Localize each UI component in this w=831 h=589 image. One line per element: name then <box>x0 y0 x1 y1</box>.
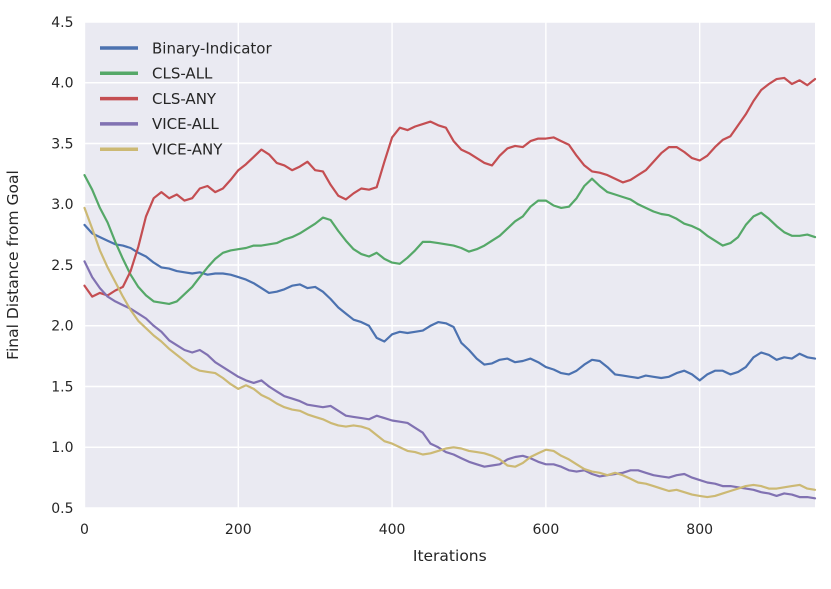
legend-label-cls-any: CLS-ANY <box>152 90 217 108</box>
y-tick-label: 2.5 <box>51 258 73 274</box>
y-tick-label: 4.5 <box>51 15 73 31</box>
legend-entry-binary-indicator: Binary-Indicator <box>100 39 272 57</box>
y-tick-label: 0.5 <box>51 501 73 517</box>
y-tick-label: 3.0 <box>51 197 73 213</box>
legend: Binary-Indicator CLS-ALL CLS-ANY VICE-ALL VI… <box>100 39 272 158</box>
x-tick-label: 0 <box>80 522 89 538</box>
series-line-cls-any <box>83 76 817 298</box>
x-tick-labels: 0 200 400 600 800 <box>80 522 713 538</box>
series-line-binary-indicator <box>83 223 817 382</box>
legend-entry-cls-all: CLS-ALL <box>100 65 213 83</box>
x-axis-label: Iterations <box>413 547 487 565</box>
y-axis-label: Final Distance from Goal <box>4 170 22 360</box>
series-line-vice-any <box>83 206 817 499</box>
legend-entry-cls-any: CLS-ANY <box>100 90 217 108</box>
legend-entry-vice-all: VICE-ALL <box>100 115 219 133</box>
y-tick-label: 3.5 <box>51 136 73 152</box>
legend-label-vice-any: VICE-ANY <box>152 140 223 158</box>
series-line-vice-all <box>83 260 817 500</box>
y-tick-label: 1.5 <box>51 379 73 395</box>
y-tick-labels: 0.5 1.0 1.5 2.0 2.5 3.0 3.5 4.0 4.5 <box>51 15 73 517</box>
legend-label-binary-indicator: Binary-Indicator <box>152 39 272 57</box>
y-tick-label: 1.0 <box>51 440 73 456</box>
legend-label-vice-all: VICE-ALL <box>152 115 219 133</box>
y-tick-label: 2.0 <box>51 319 73 335</box>
series-line-cls-all <box>83 174 817 305</box>
x-tick-label: 800 <box>686 522 713 538</box>
legend-entry-vice-any: VICE-ANY <box>100 140 223 158</box>
x-tick-label: 400 <box>379 522 406 538</box>
x-tick-label: 600 <box>533 522 560 538</box>
series-lines <box>83 76 817 500</box>
y-tick-label: 4.0 <box>51 76 73 92</box>
x-tick-label: 200 <box>225 522 252 538</box>
legend-label-cls-all: CLS-ALL <box>152 65 213 83</box>
